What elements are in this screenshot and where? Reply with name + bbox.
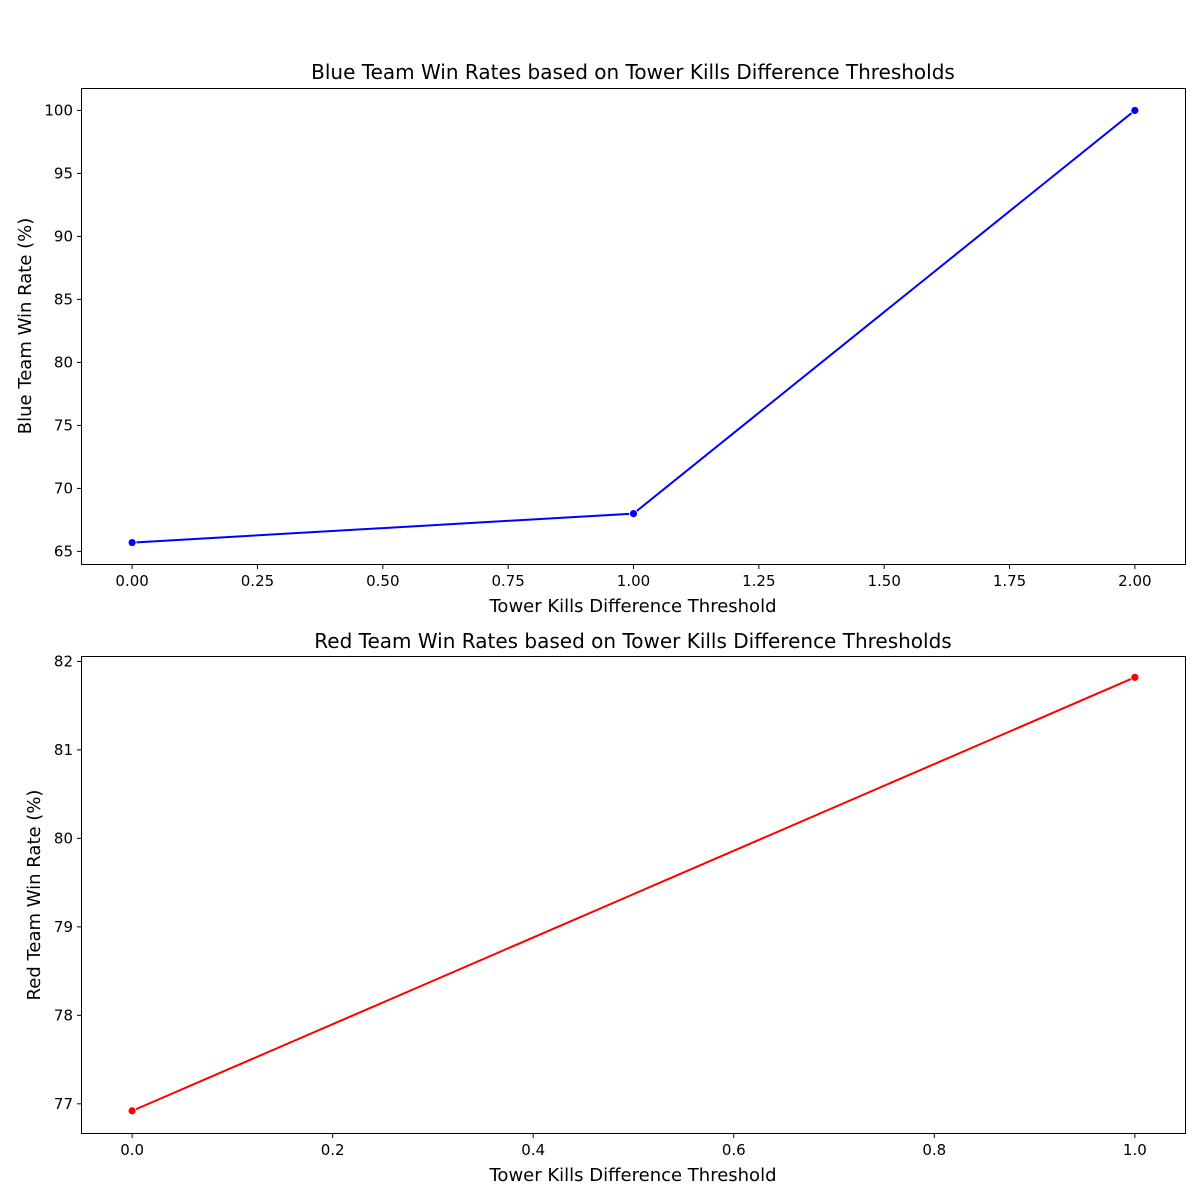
red-plot-frame — [81, 656, 1186, 1134]
blue-y-tick-label: 80 — [54, 353, 73, 371]
red-y-tick-label: 77 — [54, 1095, 73, 1113]
blue-y-ticks: 65 70 75 80 85 90 95 100 — [44, 101, 82, 560]
blue-chart: Blue Team Win Rates based on Tower Kills… — [15, 60, 1186, 617]
blue-chart-title: Blue Team Win Rates based on Tower Kills… — [311, 60, 955, 84]
red-x-tick-label: 0.0 — [120, 1141, 144, 1159]
red-x-ticks: 0.0 0.2 0.4 0.6 0.8 1.0 — [120, 1133, 1147, 1159]
blue-data-point — [629, 509, 638, 519]
blue-y-tick-label: 95 — [54, 164, 73, 182]
blue-y-tick-label: 75 — [54, 416, 73, 434]
red-x-tick-label: 0.6 — [722, 1141, 746, 1159]
blue-plot-points — [127, 106, 1140, 547]
red-plot-points — [127, 672, 1140, 1116]
red-x-tick-label: 1.0 — [1123, 1141, 1147, 1159]
red-y-axis-label: Red Team Win Rate (%) — [24, 790, 45, 1001]
blue-x-tick-label: 1.50 — [867, 572, 900, 590]
blue-x-axis-label: Tower Kills Difference Threshold — [489, 596, 777, 617]
blue-y-tick-label: 100 — [44, 101, 73, 119]
red-y-tick-label: 80 — [54, 829, 73, 847]
red-chart-title: Red Team Win Rates based on Tower Kills … — [314, 629, 951, 653]
blue-x-ticks: 0.00 0.25 0.50 0.75 1.00 1.25 1.50 1.75 2.00 — [115, 564, 1152, 590]
red-y-tick-label: 79 — [54, 918, 73, 936]
blue-y-tick-label: 65 — [54, 542, 73, 560]
blue-data-point — [1130, 106, 1140, 115]
red-series-line — [131, 676, 1136, 1112]
blue-x-tick-label: 1.25 — [742, 572, 775, 590]
red-y-ticks: 77 78 79 80 81 82 — [54, 652, 82, 1113]
blue-plot-frame — [81, 88, 1186, 565]
blue-x-tick-label: 2.00 — [1118, 572, 1151, 590]
blue-x-tick-label: 1.00 — [617, 572, 650, 590]
blue-plot-lines — [132, 109, 1136, 544]
red-y-tick-label: 78 — [54, 1006, 73, 1024]
blue-series-line — [132, 109, 1136, 544]
red-y-tick-label: 81 — [54, 741, 73, 759]
red-x-tick-label: 0.4 — [521, 1141, 545, 1159]
red-chart: Red Team Win Rates based on Tower Kills … — [24, 629, 1186, 1186]
blue-y-tick-label: 85 — [54, 290, 73, 308]
blue-y-tick-label: 70 — [54, 479, 73, 497]
blue-x-tick-label: 0.00 — [115, 572, 148, 590]
blue-x-tick-label: 0.50 — [366, 572, 399, 590]
blue-y-tick-label: 90 — [54, 227, 73, 245]
red-data-point — [1130, 672, 1140, 682]
blue-data-point — [127, 538, 137, 547]
blue-x-tick-label: 1.75 — [993, 572, 1026, 590]
red-data-point — [127, 1106, 137, 1116]
blue-x-tick-label: 0.75 — [491, 572, 524, 590]
red-plot-lines — [131, 676, 1136, 1112]
red-x-axis-label: Tower Kills Difference Threshold — [489, 1165, 777, 1186]
red-x-tick-label: 0.2 — [321, 1141, 345, 1159]
blue-x-tick-label: 0.25 — [241, 572, 274, 590]
red-x-tick-label: 0.8 — [922, 1141, 946, 1159]
blue-y-axis-label: Blue Team Win Rate (%) — [15, 218, 36, 435]
red-y-tick-label: 82 — [54, 652, 73, 670]
